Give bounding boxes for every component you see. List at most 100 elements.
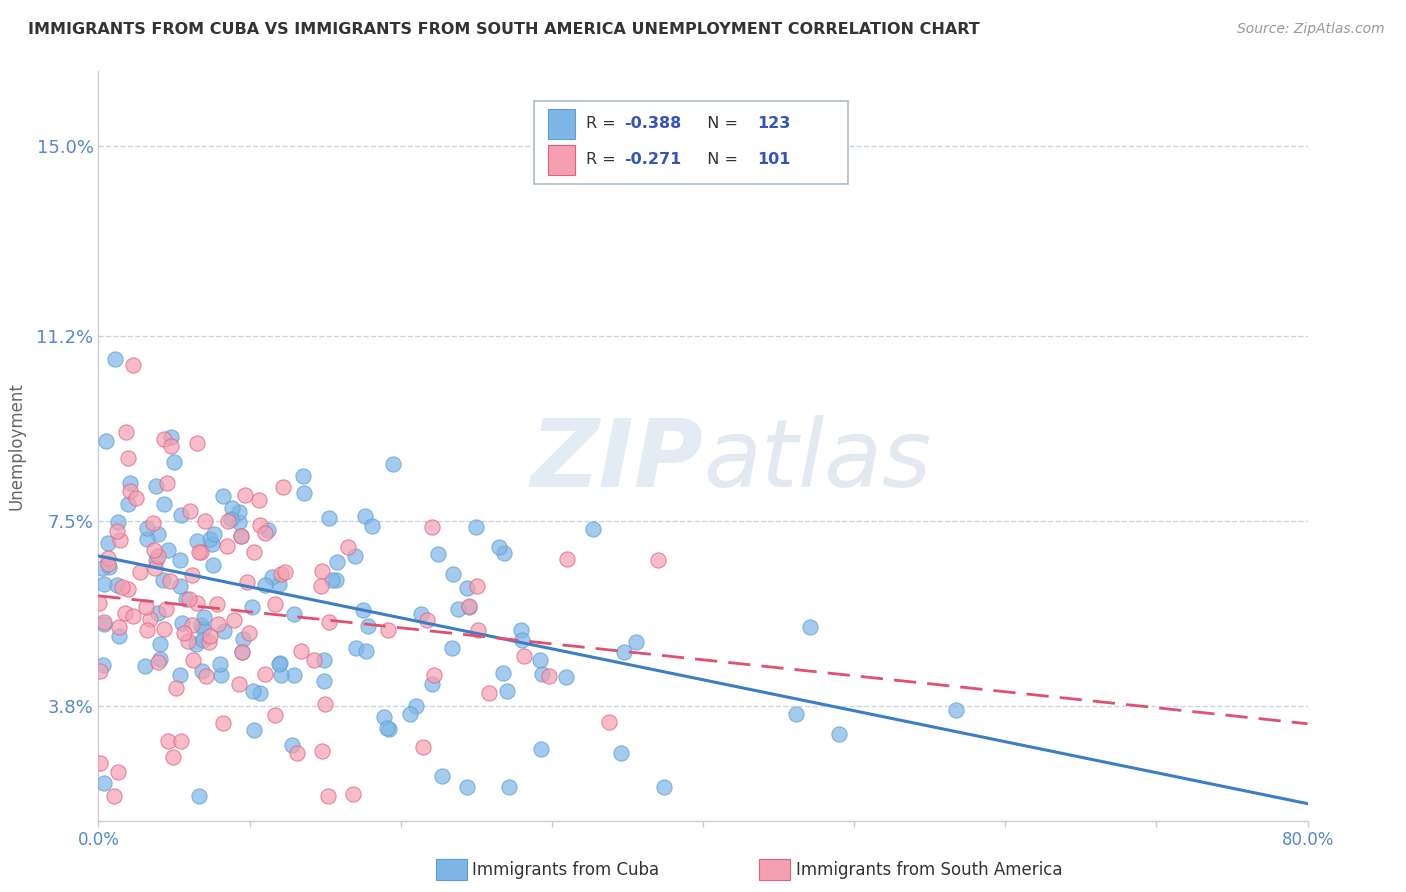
Point <box>309 579 332 593</box>
Point <box>337 540 360 554</box>
Point <box>211 489 233 503</box>
Point <box>270 567 292 582</box>
Point <box>181 653 204 667</box>
Point <box>652 780 675 795</box>
Point <box>186 436 208 450</box>
Point <box>202 527 225 541</box>
Point <box>136 623 159 637</box>
Point <box>249 686 271 700</box>
Point <box>107 764 129 779</box>
Point <box>148 549 170 563</box>
Point <box>165 681 187 695</box>
Point <box>142 543 165 558</box>
Point <box>316 789 339 803</box>
Point <box>142 516 165 530</box>
Point <box>153 622 176 636</box>
Point <box>93 775 115 789</box>
Bar <box>548 145 575 175</box>
Point <box>828 726 851 740</box>
Point <box>97 535 120 549</box>
Point <box>97 557 120 571</box>
Point <box>243 723 266 737</box>
Point <box>311 564 333 578</box>
Point <box>190 545 212 559</box>
Point <box>122 359 145 373</box>
Point <box>170 615 193 630</box>
Point <box>228 505 250 519</box>
Point <box>190 618 212 632</box>
Point <box>465 520 488 534</box>
Point <box>270 668 292 682</box>
Point <box>181 568 204 582</box>
Point <box>201 558 224 573</box>
Point <box>399 707 422 722</box>
Point <box>238 626 260 640</box>
Point <box>416 613 439 627</box>
Point <box>253 666 276 681</box>
Point <box>467 623 489 637</box>
Text: Immigrants from Cuba: Immigrants from Cuba <box>472 861 659 879</box>
Point <box>188 545 211 559</box>
Point <box>149 652 172 666</box>
Point <box>159 574 181 589</box>
Point <box>152 433 174 447</box>
Point <box>205 597 228 611</box>
Point <box>108 533 131 547</box>
Point <box>274 566 297 580</box>
Point <box>194 669 217 683</box>
Point <box>318 511 340 525</box>
Point <box>177 592 200 607</box>
Point <box>143 560 166 574</box>
Point <box>128 566 150 580</box>
Point <box>146 655 169 669</box>
Point <box>139 612 162 626</box>
Bar <box>548 109 575 139</box>
Point <box>169 579 191 593</box>
Point <box>510 624 533 638</box>
Point <box>120 484 142 499</box>
Point <box>598 715 620 730</box>
Point <box>269 576 291 591</box>
Text: Immigrants from South America: Immigrants from South America <box>796 861 1063 879</box>
Point <box>104 351 127 366</box>
Point <box>89 756 111 770</box>
Point <box>93 577 115 591</box>
Point <box>375 721 398 735</box>
Point <box>269 656 291 670</box>
FancyBboxPatch shape <box>534 102 848 184</box>
Point <box>285 747 308 761</box>
Point <box>478 685 501 699</box>
Point <box>198 635 221 649</box>
Point <box>194 515 217 529</box>
Point <box>312 653 335 667</box>
Point <box>179 504 201 518</box>
Point <box>283 668 305 682</box>
Point <box>357 618 380 632</box>
Point <box>157 734 180 748</box>
Point <box>318 615 340 630</box>
Point <box>217 514 239 528</box>
Point <box>441 567 464 582</box>
Point <box>209 668 232 682</box>
Point <box>222 614 245 628</box>
Point <box>253 578 276 592</box>
Point <box>235 488 257 502</box>
Point <box>91 561 114 575</box>
Point <box>530 742 553 756</box>
Point <box>624 635 647 649</box>
Point <box>111 580 134 594</box>
Point <box>498 780 520 794</box>
Point <box>145 479 167 493</box>
Point <box>377 723 399 737</box>
Point <box>215 539 238 553</box>
Point <box>381 457 404 471</box>
Point <box>91 658 114 673</box>
Point <box>291 469 314 483</box>
Point <box>231 645 253 659</box>
Point <box>184 637 207 651</box>
Point <box>283 607 305 622</box>
Point <box>114 425 136 439</box>
Point <box>117 451 139 466</box>
Point <box>405 699 427 714</box>
Point <box>353 603 375 617</box>
